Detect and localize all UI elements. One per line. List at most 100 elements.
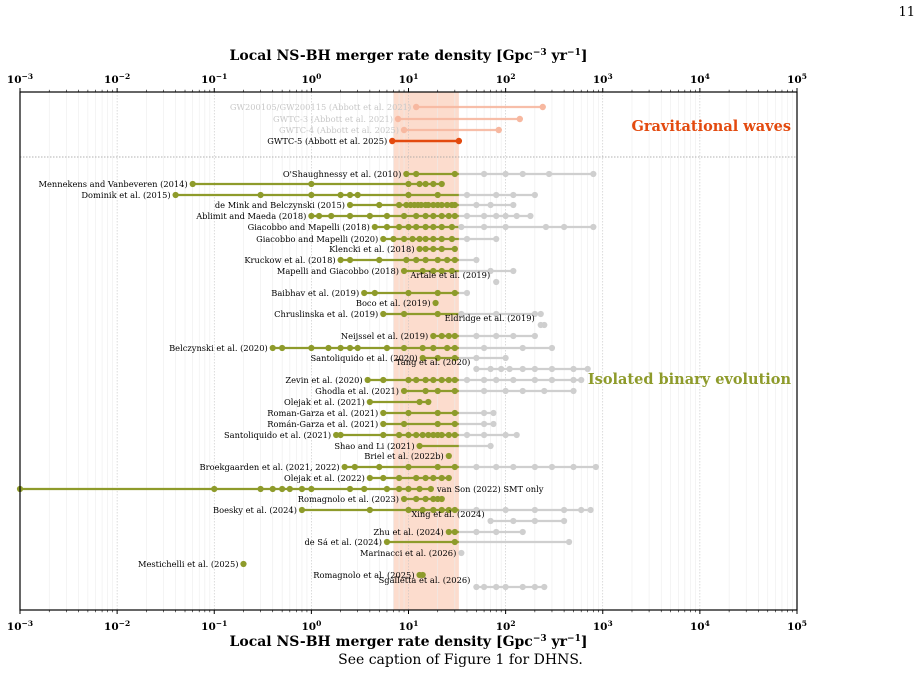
prediction-point [432,299,439,307]
prediction-point-excluded [541,321,548,329]
prediction-point [413,170,420,178]
prediction-point [383,538,391,546]
prediction-point-excluded [510,463,517,471]
prediction-point [405,289,412,297]
gw-range-endpoint [412,103,420,111]
prediction-point [419,354,426,362]
prediction-point [380,420,387,428]
prediction-point [419,267,426,275]
gw-row-label: GWTC-5 (Abbott et al. 2025) [267,136,387,146]
isolated-row-label: O'Shaughnessy et al. (2010) [283,169,402,179]
prediction-point-excluded [463,191,471,199]
prediction-point [400,344,408,352]
prediction-point [383,344,391,352]
tick-label-bottom: 10−3 [7,619,33,633]
prediction-point [380,431,387,439]
prediction-point-excluded [510,267,517,275]
prediction-point [448,223,456,231]
prediction-point [413,256,420,264]
prediction-point [409,235,416,243]
prediction-point [430,201,437,209]
gw-range-endpoint [389,137,396,145]
prediction-point-excluded [502,431,509,439]
prediction-point [419,431,426,439]
prediction-point [434,310,441,318]
prediction-point [438,495,445,503]
prediction-point [286,485,293,493]
prediction-point [240,560,247,568]
prediction-point [416,180,423,188]
prediction-point [445,528,452,536]
prediction-point [438,431,445,439]
prediction-point-excluded [548,376,556,384]
prediction-point [400,387,408,395]
prediction-point-excluded [493,332,500,340]
gw-range-endpoint [495,126,502,134]
prediction-point-excluded [487,201,494,209]
prediction-point [418,201,425,209]
prediction-point [438,223,445,231]
prediction-point [413,474,420,482]
rate-density-chart: GW200105/GW200115 (Abbott et al. 2021) GW… [7,48,807,650]
prediction-point-excluded [548,463,556,471]
prediction-point [438,474,445,482]
prediction-point [383,485,391,493]
prediction-point-excluded [480,344,488,352]
prediction-point [279,344,286,352]
isolated-row: Briel et al. (2022b) [364,451,452,461]
tick-label-top: 102 [496,72,516,86]
prediction-point-excluded [480,376,488,384]
prediction-point [451,538,458,546]
prediction-point [413,495,420,503]
prediction-point [430,344,437,352]
isolated-row-label: Boesky et al. (2024) [213,505,297,515]
prediction-point-excluded [578,376,585,384]
prediction-point [430,495,437,503]
gw-range-endpoint [516,115,524,123]
prediction-point [425,431,432,439]
prediction-point-excluded [519,583,526,591]
prediction-point [451,245,458,253]
prediction-point [403,170,410,178]
prediction-point-excluded [502,387,509,395]
prediction-point-excluded [463,235,471,243]
prediction-point [438,506,445,514]
prediction-point [376,201,383,209]
prediction-point-excluded [561,517,568,525]
prediction-point-excluded [506,365,513,373]
tick-label-bottom: 100 [301,619,321,633]
isolated-row-label: Zhu et al. (2024) [373,527,443,537]
isolated-row-label: Santoliquido et al. (2021) [224,430,331,440]
prediction-point-excluded [480,170,488,178]
prediction-point-excluded [473,332,480,340]
prediction-point [438,332,445,340]
isolated-row: Belczynski et al. (2020) [169,343,556,353]
x-axis-title-bottom: Local NS-BH merger rate density [Gpc−3 y… [230,634,588,650]
prediction-point [451,506,458,514]
prediction-point-excluded [473,463,480,471]
prediction-point [395,201,403,209]
isolated-row: Romagnolo et al. (2025) [313,570,426,580]
prediction-point [419,344,426,352]
prediction-point [308,191,315,199]
isolated-row: Mestichelli et al. (2025) [138,559,247,569]
isolated-row: Boesky et al. (2024) [213,505,594,515]
prediction-point [395,431,403,439]
prediction-point-excluded [548,365,556,373]
isolated-row: Xing et al. (2024) [411,509,568,525]
prediction-point [315,212,323,220]
prediction-point-excluded [519,344,526,352]
prediction-point [364,376,371,384]
isolated-row: Giacobbo and Mapelli (2020) [256,234,500,244]
prediction-point [445,506,452,514]
prediction-point [422,212,429,220]
isolated-row-label: Román-Garza et al. (2021) [267,419,378,429]
prediction-point-excluded [565,538,573,546]
prediction-point-excluded [570,365,577,373]
isolated-row: Santoliquido et al. (2020) [310,353,509,363]
isolated-row: Zhu et al. (2024) [373,527,526,537]
prediction-point-excluded [473,201,480,209]
gw-row-label: GWTC-3 (Abbott et al. 2021) [273,114,393,124]
isolated-row-label: Marinacci et al. (2026) [360,548,456,558]
prediction-point-excluded [458,310,465,318]
